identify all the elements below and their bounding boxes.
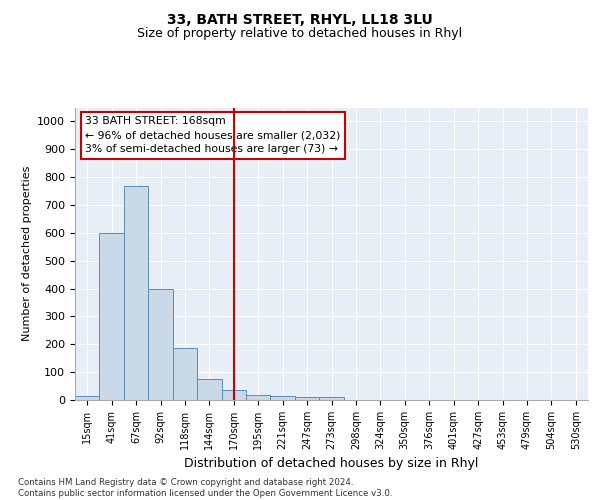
Text: Contains HM Land Registry data © Crown copyright and database right 2024.
Contai: Contains HM Land Registry data © Crown c…	[18, 478, 392, 498]
Bar	[124, 186, 148, 400]
Bar	[75, 396, 100, 400]
Bar	[246, 395, 271, 400]
Bar	[319, 397, 344, 400]
X-axis label: Distribution of detached houses by size in Rhyl: Distribution of detached houses by size …	[184, 458, 479, 470]
Bar	[197, 379, 221, 400]
Bar	[221, 390, 246, 400]
Text: Size of property relative to detached houses in Rhyl: Size of property relative to detached ho…	[137, 28, 463, 40]
Bar	[271, 396, 295, 400]
Bar	[148, 288, 173, 400]
Text: 33, BATH STREET, RHYL, LL18 3LU: 33, BATH STREET, RHYL, LL18 3LU	[167, 12, 433, 26]
Y-axis label: Number of detached properties: Number of detached properties	[22, 166, 32, 342]
Bar	[100, 233, 124, 400]
Bar	[295, 397, 319, 400]
Text: 33 BATH STREET: 168sqm
← 96% of detached houses are smaller (2,032)
3% of semi-d: 33 BATH STREET: 168sqm ← 96% of detached…	[85, 116, 341, 154]
Bar	[173, 348, 197, 400]
